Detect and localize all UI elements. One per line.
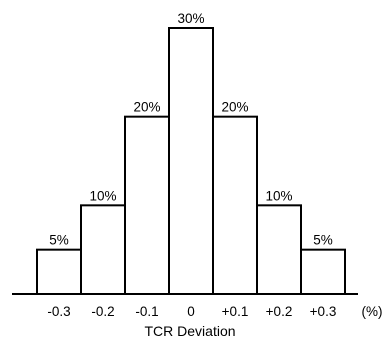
x-tick-label: -0.2 [91, 304, 114, 319]
x-tick-label: +0.2 [266, 304, 293, 319]
bar-value-label: 5% [49, 233, 69, 248]
bar-value-label: 5% [313, 233, 333, 248]
x-axis-unit-label: (%) [362, 304, 383, 319]
bar [168, 27, 214, 295]
bar [300, 248, 346, 296]
bar [80, 204, 126, 295]
x-tick-label: -0.3 [47, 304, 70, 319]
x-tick-label: +0.1 [222, 304, 249, 319]
bars-group [36, 27, 346, 296]
bar [212, 115, 258, 295]
value-labels-group: 5% 10% 20% 30% 20% 10% 5% [49, 11, 333, 248]
x-axis-title: TCR Deviation [144, 323, 235, 339]
bar-value-label: 10% [265, 188, 292, 203]
tick-labels-group: -0.3 -0.2 -0.1 0 +0.1 +0.2 +0.3 [47, 304, 336, 319]
bar-value-label: 20% [133, 100, 160, 115]
x-tick-label: -0.1 [135, 304, 158, 319]
bar [124, 115, 170, 295]
bar-value-label: 30% [177, 11, 204, 26]
bar [36, 248, 82, 296]
bar-value-label: 20% [221, 100, 248, 115]
x-tick-label: 0 [187, 304, 195, 319]
x-tick-label: +0.3 [310, 304, 337, 319]
bar-value-label: 10% [89, 188, 116, 203]
bar [256, 204, 302, 295]
